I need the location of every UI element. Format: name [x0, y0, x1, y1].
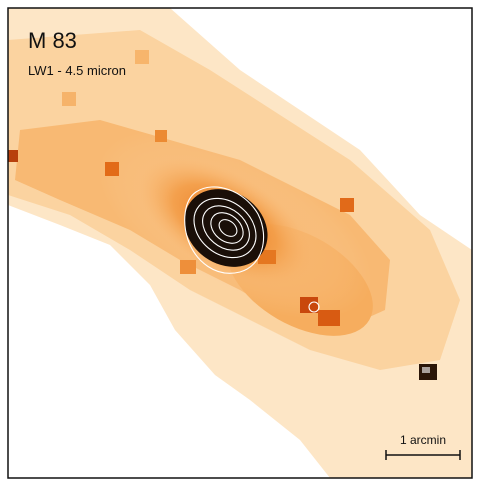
- nucleus: [184, 189, 268, 267]
- scale-bar: [385, 450, 461, 460]
- emission-map: [8, 8, 472, 478]
- image-frame: [7, 7, 473, 479]
- star-forming-knots: [8, 50, 354, 326]
- foreground-star: [419, 364, 437, 380]
- contour-lines: [184, 186, 320, 313]
- band-label: LW1 - 4.5 micron: [28, 63, 127, 78]
- scale-bar-label: 1 arcmin: [399, 433, 446, 447]
- galaxy-name: M 83: [28, 28, 77, 53]
